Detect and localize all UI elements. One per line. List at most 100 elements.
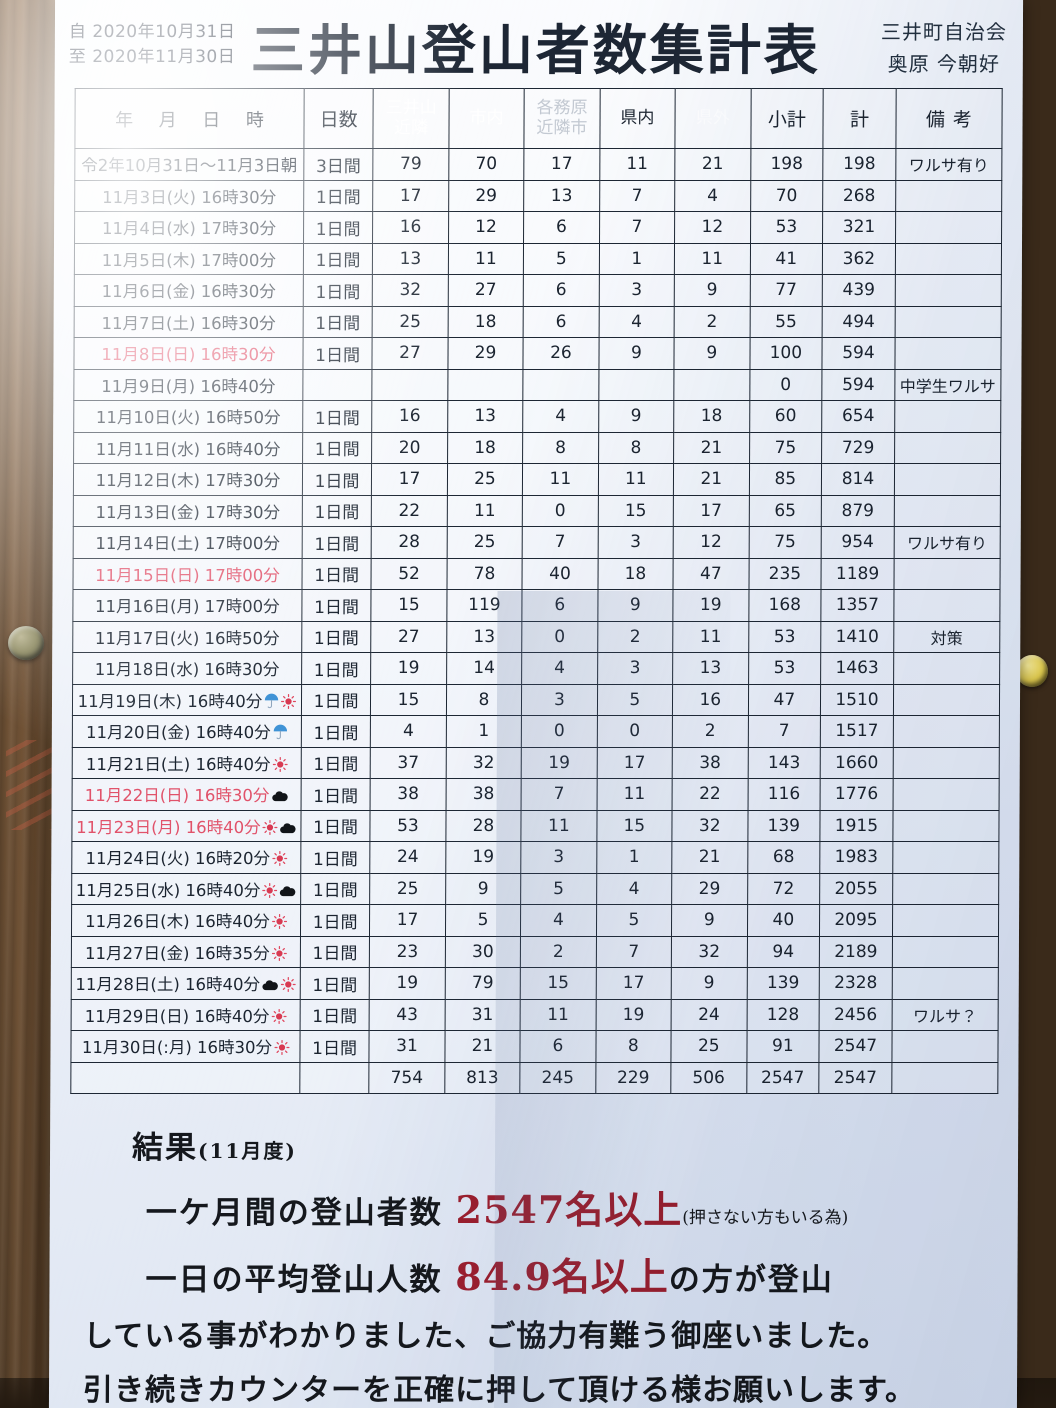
- cell-subtotal: 53: [750, 211, 823, 243]
- cell-grand-total: 2547: [818, 1062, 892, 1094]
- table-row[interactable]: 11月17日(火) 16時50分 1日間 27 13 0 2 11 53 1410 対策: [72, 621, 1000, 653]
- cloud-icon: [280, 822, 297, 835]
- table-row[interactable]: 11月22日(日) 16時30分 1日間 38 38 7 11 22 116 1776: [72, 778, 1000, 810]
- date-text: 11月15日(日) 17時00分: [95, 565, 280, 585]
- date-text: 11月9日(月) 16時40分: [101, 376, 276, 396]
- cell-remark: [893, 684, 1000, 716]
- table-row[interactable]: 11月11日(水) 16時40分 1日間 20 18 8 8 21 75 729: [73, 432, 1001, 464]
- cell-datetime: 11月13日(金) 17時30分: [73, 495, 303, 527]
- date-text: 11月6日(金) 16時30分: [101, 282, 276, 302]
- date-text: 11月17日(火) 16時50分: [94, 628, 280, 648]
- cell-mitsui: 13: [372, 243, 449, 275]
- cell-remark: [891, 967, 999, 999]
- table-row[interactable]: 11月26日(木) 16時40分 1日間 17 5 4 5 9 40 2095: [71, 904, 999, 936]
- cell-remark: [894, 306, 1002, 338]
- table-row[interactable]: 11月29日(日) 16時40分 1日間 43 31 11 19 24 128 2456 ワルサ？: [71, 999, 999, 1031]
- table-row[interactable]: 11月27日(金) 16時35分 1日間 23 30 2 7 32 94 2189: [71, 936, 999, 968]
- cell-datetime: 11月7日(土) 16時30分: [74, 306, 304, 338]
- cell-city: [447, 369, 524, 401]
- cell-city: 9: [445, 873, 521, 905]
- date-text: 11月18日(水) 16時30分: [94, 660, 280, 680]
- period-to: 至 2020年11月30日: [68, 46, 236, 67]
- cell-subtotal: 72: [747, 873, 820, 905]
- cell-total: 2095: [819, 904, 893, 936]
- cell-city: 19: [445, 841, 522, 873]
- cell-remark: [893, 715, 1000, 747]
- cell-total: 1510: [820, 684, 894, 716]
- table-row[interactable]: 11月14日(土) 17時00分 1日間 28 25 7 3 12 75 954 ワルサ有り: [73, 526, 1001, 558]
- cell-total: 594: [822, 337, 895, 369]
- column-header-days: 日数: [303, 88, 374, 149]
- cell-within-prefecture: 8: [595, 1030, 672, 1062]
- cell-remark: [892, 873, 999, 905]
- table-row[interactable]: 11月4日(水) 17時30分 1日間 16 12 6 7 12 53 321: [74, 211, 1002, 243]
- cell-days: 1日間: [300, 778, 371, 810]
- cell-within-prefecture: 15: [596, 810, 673, 842]
- cell-city: 32: [445, 747, 522, 779]
- table-row[interactable]: 11月18日(水) 16時30分 1日間 19 14 4 3 13 53 1463: [72, 652, 1000, 684]
- cell-datetime: 11月28日(土) 16時40分: [71, 967, 301, 999]
- cell-city: 13: [446, 621, 523, 653]
- cell-days: 1日間: [301, 558, 372, 590]
- table-row[interactable]: 11月10日(火) 16時50分 1日間 16 13 4 9 18 60 654: [73, 400, 1001, 432]
- table-row[interactable]: 11月25日(水) 16時40分 1日間 25 9 5 4 29 72 2055: [71, 873, 999, 905]
- cell-city: 28: [445, 810, 522, 842]
- table-row[interactable]: 11月8日(日) 16時30分 1日間 27 29 26 9 9 100 594: [73, 337, 1002, 369]
- table-row[interactable]: 11月15日(日) 17時00分 1日間 52 78 40 18 47 235 1189: [72, 558, 1001, 590]
- table-row[interactable]: 11月7日(土) 16時30分 1日間 25 18 6 4 2 55 494: [74, 306, 1002, 338]
- table-row[interactable]: 11月9日(月) 16時40分 0 594 中学生ワルサ: [73, 369, 1001, 401]
- header-year: 年: [115, 109, 134, 131]
- table-row[interactable]: 11月13日(金) 17時30分 1日間 22 11 0 15 17 65 879: [73, 495, 1001, 527]
- cell-city: 30: [445, 936, 521, 968]
- cell-within-prefecture: 9: [598, 400, 674, 432]
- table-row[interactable]: 11月21日(土) 16時40分 1日間 37 32 19 17 38 143 1660: [72, 747, 1000, 779]
- cell-datetime: 11月29日(日) 16時40分: [71, 999, 301, 1031]
- cell-total: 362: [822, 243, 896, 275]
- cell-outside-prefecture: 9: [674, 337, 750, 369]
- table-row[interactable]: 令2年10月31日～11月3日朝 3日間 79 70 17 11 21 198 198 ワルサ有り: [74, 148, 1002, 180]
- table-row[interactable]: 11月23日(月) 16時40分 1日間 53 28 11 15 32 139 1915: [71, 810, 1000, 842]
- table-row[interactable]: 11月24日(火) 16時20分 1日間 24 19 3 1 21 68 1983: [71, 841, 999, 873]
- cell-within-prefecture: 8: [598, 432, 674, 464]
- table-body: 令2年10月31日～11月3日朝 3日間 79 70 17 11 21 198 198 ワルサ有り…: [70, 148, 1002, 1094]
- cell-remark: ワルサ？: [891, 999, 999, 1031]
- cell-remark: [892, 936, 999, 968]
- table-row[interactable]: 11月20日(金) 16時40分 1日間 4 1 0 0 2 7 1517: [72, 715, 1000, 747]
- column-header-city: 市内: [448, 88, 525, 149]
- cell-days: 1日間: [303, 306, 373, 338]
- table-row[interactable]: 11月19日(木) 16時40分 1日間 15 8 3 5 16 47 1510: [72, 684, 1000, 716]
- cell-outside-prefecture: 16: [672, 684, 749, 716]
- cell-mitsui: 15: [370, 684, 447, 716]
- cell-within-prefecture: 15: [597, 495, 674, 527]
- cell-datetime: 11月24日(火) 16時20分: [71, 841, 301, 873]
- cell-remark: [892, 841, 999, 873]
- cell-subtotal: 53: [748, 652, 821, 684]
- table-row[interactable]: 11月16日(月) 17時00分 1日間 15 119 6 9 19 168 1357: [72, 589, 1000, 621]
- table-row[interactable]: 11月12日(木) 17時30分 1日間 17 25 11 11 21 85 814: [73, 463, 1001, 495]
- cell-datetime: 11月10日(火) 16時50分: [73, 400, 303, 432]
- cell-outside-prefecture: 25: [671, 1030, 747, 1062]
- cell-total: 729: [821, 432, 895, 464]
- cell-remark: [893, 589, 1000, 621]
- cell-datetime: 11月22日(日) 16時30分: [72, 778, 302, 810]
- cell-days: 1日間: [302, 337, 373, 369]
- cell-within-prefecture: 3: [597, 652, 673, 684]
- cell-within-prefecture: 17: [595, 967, 672, 999]
- cell-datetime: 11月15日(日) 17時00分: [72, 558, 303, 590]
- cell-outside-prefecture: 47: [673, 558, 749, 590]
- column-header-subtotal: 小計: [750, 88, 824, 149]
- table-row[interactable]: 11月30日(:月) 16時30分 1日間 31 21 6 8 25 91 2547: [70, 1030, 999, 1062]
- cell-subtotal: 235: [748, 558, 822, 590]
- table-row[interactable]: 11月3日(火) 16時30分 1日間 17 29 13 7 4 70 268: [74, 180, 1002, 212]
- cell-outside-prefecture: [673, 369, 750, 401]
- cell-outside-prefecture-total: 506: [670, 1062, 747, 1094]
- table-row[interactable]: 11月28日(土) 16時40分 1日間 19 79 15 17 9 139 2328: [71, 967, 999, 999]
- cell-subtotal: 91: [746, 1030, 820, 1062]
- table-row[interactable]: 11月5日(木) 17時00分 1日間 13 11 5 1 11 41 362: [74, 243, 1002, 275]
- cell-datetime: 11月27日(金) 16時35分: [71, 936, 301, 968]
- cell-remark: [892, 904, 999, 936]
- cell-outside-prefecture: 4: [674, 180, 751, 212]
- cell-kakamigahara: 3: [520, 841, 597, 873]
- table-row[interactable]: 11月6日(金) 16時30分 1日間 32 27 6 3 9 77 439: [74, 274, 1002, 306]
- cell-days: 1日間: [300, 810, 371, 842]
